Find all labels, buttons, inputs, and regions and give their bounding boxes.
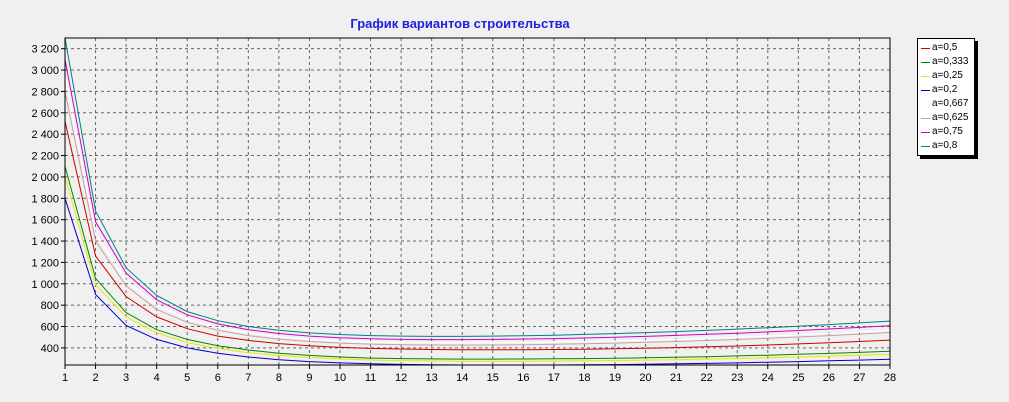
legend-swatch — [921, 62, 930, 63]
x-tick-label: 22 — [701, 372, 713, 384]
x-tick-label: 18 — [578, 372, 590, 384]
y-tick-label: 1 800 — [31, 193, 59, 205]
series-line — [64, 121, 891, 351]
x-tick-label: 12 — [395, 372, 407, 384]
legend-swatch — [921, 48, 930, 49]
legend-swatch — [921, 76, 930, 77]
y-tick-label: 2 400 — [31, 129, 59, 141]
series-line — [64, 166, 891, 360]
axis-ticks: 1 2 3 4 5 6 7 8 9 10 11 12 13 14 15 16 17 18 19 20 21 22 23 24 2… — [31, 44, 896, 384]
x-tick-label: 7 — [245, 372, 251, 384]
x-tick-label: 11 — [365, 372, 376, 384]
series-line — [64, 91, 891, 346]
series-line — [64, 176, 891, 362]
legend-swatch — [921, 132, 930, 133]
y-tick-label: 1 200 — [31, 257, 59, 269]
legend-item: a=0,8 — [920, 139, 974, 153]
x-tick-label: 19 — [609, 372, 621, 384]
y-tick-label: 2 000 — [31, 172, 59, 184]
legend-label: a=0,5 — [932, 42, 958, 53]
x-tick-label: 10 — [334, 372, 346, 384]
legend-label: a=0,667 — [932, 98, 969, 109]
legend-item: a=0,667 — [920, 97, 974, 111]
series-line — [64, 59, 891, 341]
plot-area — [64, 37, 891, 366]
legend-item: a=0,625 — [920, 111, 974, 125]
legend-swatch — [921, 104, 930, 105]
series-line — [64, 75, 891, 344]
x-tick-label: 23 — [731, 372, 743, 384]
x-tick-label: 1 — [62, 372, 68, 384]
legend-swatch — [921, 90, 930, 91]
y-tick-label: 800 — [41, 300, 59, 312]
x-tick-label: 17 — [548, 372, 560, 384]
x-tick-label: 26 — [823, 372, 835, 384]
x-tick-label: 15 — [487, 372, 499, 384]
x-tick-label: 4 — [154, 372, 160, 384]
y-tick-label: 1 400 — [31, 236, 59, 248]
legend-label: a=0,2 — [932, 84, 958, 95]
x-tick-label: 25 — [792, 372, 804, 384]
chart-legend: a=0,5 a=0,333 a=0,25 a=0,2 a=0,667 a=0,625 a=0… — [917, 38, 975, 156]
series-line — [64, 37, 891, 337]
x-tick-label: 20 — [639, 372, 651, 384]
legend-swatch — [921, 118, 930, 119]
x-tick-label: 14 — [456, 372, 468, 384]
plot-border — [64, 37, 891, 366]
y-tick-label: 1 600 — [31, 215, 59, 227]
y-tick-label: 2 200 — [31, 151, 59, 163]
legend-label: a=0,333 — [932, 56, 969, 67]
legend-swatch — [921, 146, 930, 147]
x-tick-label: 8 — [276, 372, 282, 384]
y-tick-label: 400 — [41, 343, 59, 355]
legend-label: a=0,8 — [932, 140, 958, 151]
x-tick-label: 3 — [123, 372, 129, 384]
x-tick-label: 9 — [306, 372, 312, 384]
y-tick-label: 3 200 — [31, 44, 59, 56]
y-tick-label: 600 — [41, 322, 59, 334]
legend-label: a=0,25 — [932, 70, 963, 81]
legend-item: a=0,333 — [920, 55, 974, 69]
y-tick-label: 2 800 — [31, 86, 59, 98]
x-tick-label: 6 — [215, 372, 221, 384]
x-tick-label: 13 — [426, 372, 438, 384]
x-tick-label: 28 — [884, 372, 896, 384]
x-tick-label: 16 — [517, 372, 529, 384]
y-tick-label: 1 000 — [31, 279, 59, 291]
grid-lines — [65, 38, 890, 365]
y-tick-label: 3 000 — [31, 65, 59, 77]
chart-title: График вариантов строительства — [350, 16, 570, 31]
y-tick-label: 2 600 — [31, 108, 59, 120]
legend-item: a=0,5 — [920, 41, 974, 55]
legend-label: a=0,625 — [932, 112, 969, 123]
x-tick-label: 24 — [762, 372, 774, 384]
x-tick-label: 21 — [670, 372, 682, 384]
x-tick-label: 5 — [184, 372, 190, 384]
legend-item: a=0,75 — [920, 125, 974, 139]
legend-item: a=0,25 — [920, 69, 974, 83]
x-tick-label: 2 — [92, 372, 98, 384]
x-tick-label: 27 — [853, 372, 865, 384]
legend-label: a=0,75 — [932, 126, 963, 137]
legend-item: a=0,2 — [920, 83, 974, 97]
